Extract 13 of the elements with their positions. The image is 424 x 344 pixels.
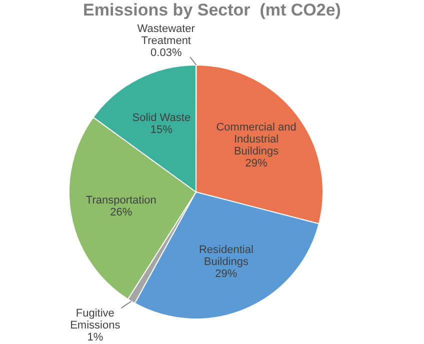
data-label: 29% [215,268,238,280]
chart-title: Emissions by Sector (mt CO2e) [83,0,341,20]
data-label: 15% [150,124,173,136]
slice-label: Fugitive Emissions [70,307,121,332]
slice-label: Solid Waste [132,112,191,124]
data-label: 0.03% [150,47,182,60]
slice-label: Residential Buildings [198,244,254,268]
slice-label: Transportation [86,194,156,206]
data-label: 1% [87,331,104,344]
data-label: 26% [110,206,132,218]
slice-label: Wastewater Treatment [137,23,196,48]
data-label: 29% [245,157,268,170]
slice-label: Commercial and Industrial Buildings [216,121,296,158]
